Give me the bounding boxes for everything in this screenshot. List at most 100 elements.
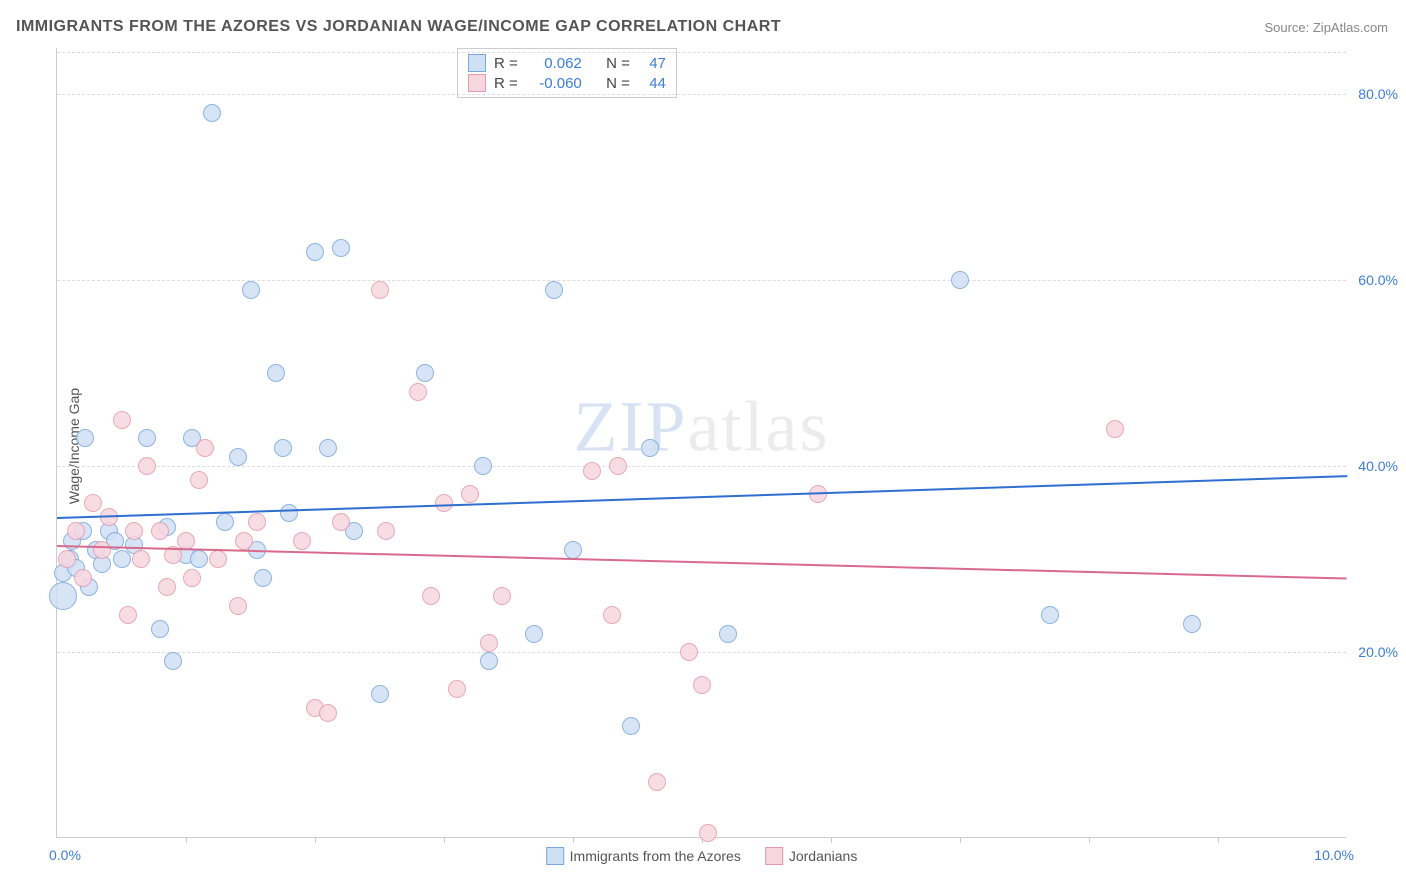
data-point <box>76 429 94 447</box>
data-point <box>164 652 182 670</box>
data-point <box>641 439 659 457</box>
data-point <box>248 513 266 531</box>
data-point <box>332 239 350 257</box>
watermark: ZIPatlas <box>574 385 830 468</box>
legend-stats-row: R =0.062 N =47 <box>468 53 666 73</box>
data-point <box>125 522 143 540</box>
gridline <box>57 652 1346 653</box>
data-point <box>151 620 169 638</box>
data-point <box>564 541 582 559</box>
data-point <box>280 504 298 522</box>
stat-r-label: R = <box>494 75 518 92</box>
data-point <box>693 676 711 694</box>
data-point <box>229 597 247 615</box>
data-point <box>158 578 176 596</box>
data-point <box>603 606 621 624</box>
data-point <box>448 680 466 698</box>
legend-swatch <box>468 74 486 92</box>
x-tick-mark <box>1089 837 1090 843</box>
stat-r-value: 0.062 <box>526 55 582 72</box>
x-tick-mark <box>831 837 832 843</box>
legend-stats-box: R =0.062 N =47R =-0.060 N =44 <box>457 48 677 98</box>
x-tick-mark <box>315 837 316 843</box>
data-point <box>1041 606 1059 624</box>
data-point <box>49 582 77 610</box>
data-point <box>151 522 169 540</box>
data-point <box>719 625 737 643</box>
stat-r-label: R = <box>494 55 518 72</box>
data-point <box>377 522 395 540</box>
data-point <box>190 471 208 489</box>
data-point <box>422 587 440 605</box>
x-tick-mark <box>444 837 445 843</box>
data-point <box>267 364 285 382</box>
data-point <box>583 462 601 480</box>
data-point <box>235 532 253 550</box>
x-tick-label-right: 10.0% <box>1314 847 1354 863</box>
trend-line <box>57 476 1347 520</box>
data-point <box>93 541 111 559</box>
data-point <box>209 550 227 568</box>
legend-label: Jordanians <box>789 848 858 864</box>
data-point <box>293 532 311 550</box>
data-point <box>67 522 85 540</box>
y-tick-label: 40.0% <box>1348 458 1398 474</box>
y-tick-label: 20.0% <box>1348 644 1398 660</box>
legend-label: Immigrants from the Azores <box>570 848 741 864</box>
data-point <box>113 550 131 568</box>
stat-n-value: 44 <box>638 75 666 92</box>
data-point <box>113 411 131 429</box>
data-point <box>622 717 640 735</box>
legend-item: Jordanians <box>765 847 858 865</box>
trend-line <box>57 545 1347 580</box>
y-tick-label: 60.0% <box>1348 272 1398 288</box>
data-point <box>242 281 260 299</box>
data-point <box>119 606 137 624</box>
data-point <box>1183 615 1201 633</box>
data-point <box>371 685 389 703</box>
data-point <box>216 513 234 531</box>
data-point <box>319 704 337 722</box>
x-tick-label-left: 0.0% <box>49 847 81 863</box>
data-point <box>138 429 156 447</box>
data-point <box>183 569 201 587</box>
x-tick-mark <box>573 837 574 843</box>
gridline <box>57 52 1346 53</box>
chart-title: IMMIGRANTS FROM THE AZORES VS JORDANIAN … <box>16 18 781 36</box>
data-point <box>190 550 208 568</box>
data-point <box>480 652 498 670</box>
data-point <box>84 494 102 512</box>
data-point <box>332 513 350 531</box>
data-point <box>58 550 76 568</box>
data-point <box>474 457 492 475</box>
data-point <box>461 485 479 503</box>
data-point <box>254 569 272 587</box>
stat-n-value: 47 <box>638 55 666 72</box>
data-point <box>493 587 511 605</box>
x-tick-mark <box>960 837 961 843</box>
data-point <box>196 439 214 457</box>
legend-bottom: Immigrants from the Azores Jordanians <box>546 847 858 865</box>
data-point <box>525 625 543 643</box>
legend-stats-row: R =-0.060 N =44 <box>468 73 666 93</box>
legend-swatch <box>546 847 564 865</box>
data-point <box>274 439 292 457</box>
data-point <box>1106 420 1124 438</box>
data-point <box>319 439 337 457</box>
data-point <box>138 457 156 475</box>
data-point <box>416 364 434 382</box>
gridline <box>57 466 1346 467</box>
data-point <box>74 569 92 587</box>
legend-swatch <box>765 847 783 865</box>
data-point <box>409 383 427 401</box>
data-point <box>177 532 195 550</box>
gridline <box>57 94 1346 95</box>
data-point <box>609 457 627 475</box>
x-tick-mark <box>1218 837 1219 843</box>
stat-r-value: -0.060 <box>526 75 582 92</box>
data-point <box>545 281 563 299</box>
data-point <box>648 773 666 791</box>
data-point <box>480 634 498 652</box>
data-point <box>371 281 389 299</box>
data-point <box>229 448 247 466</box>
